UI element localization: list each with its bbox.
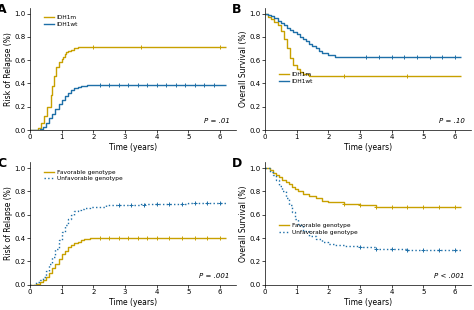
Y-axis label: Overall Survival (%): Overall Survival (%) <box>239 185 248 262</box>
Y-axis label: Risk of Relapse (%): Risk of Relapse (%) <box>4 187 13 260</box>
X-axis label: Time (years): Time (years) <box>344 298 392 307</box>
Text: C: C <box>0 157 6 170</box>
Legend: Favorable genotype, Unfavorable genotype: Favorable genotype, Unfavorable genotype <box>278 222 358 235</box>
Y-axis label: Risk of Relapse (%): Risk of Relapse (%) <box>4 32 13 106</box>
Text: A: A <box>0 3 7 16</box>
X-axis label: Time (years): Time (years) <box>109 143 157 152</box>
Legend: IDH1m, IDH1wt: IDH1m, IDH1wt <box>278 71 313 84</box>
X-axis label: Time (years): Time (years) <box>109 298 157 307</box>
Legend: Favorable genotype, Unfavorable genotype: Favorable genotype, Unfavorable genotype <box>43 169 123 182</box>
Text: P < .001: P < .001 <box>434 272 465 279</box>
Text: P = .01: P = .01 <box>204 118 229 124</box>
Text: P = .10: P = .10 <box>438 118 465 124</box>
Text: D: D <box>232 157 242 170</box>
Text: P = .001: P = .001 <box>199 272 229 279</box>
Legend: IDH1m, IDH1wt: IDH1m, IDH1wt <box>43 14 79 27</box>
X-axis label: Time (years): Time (years) <box>344 143 392 152</box>
Text: B: B <box>232 3 242 16</box>
Y-axis label: Overall Survival (%): Overall Survival (%) <box>239 31 248 107</box>
